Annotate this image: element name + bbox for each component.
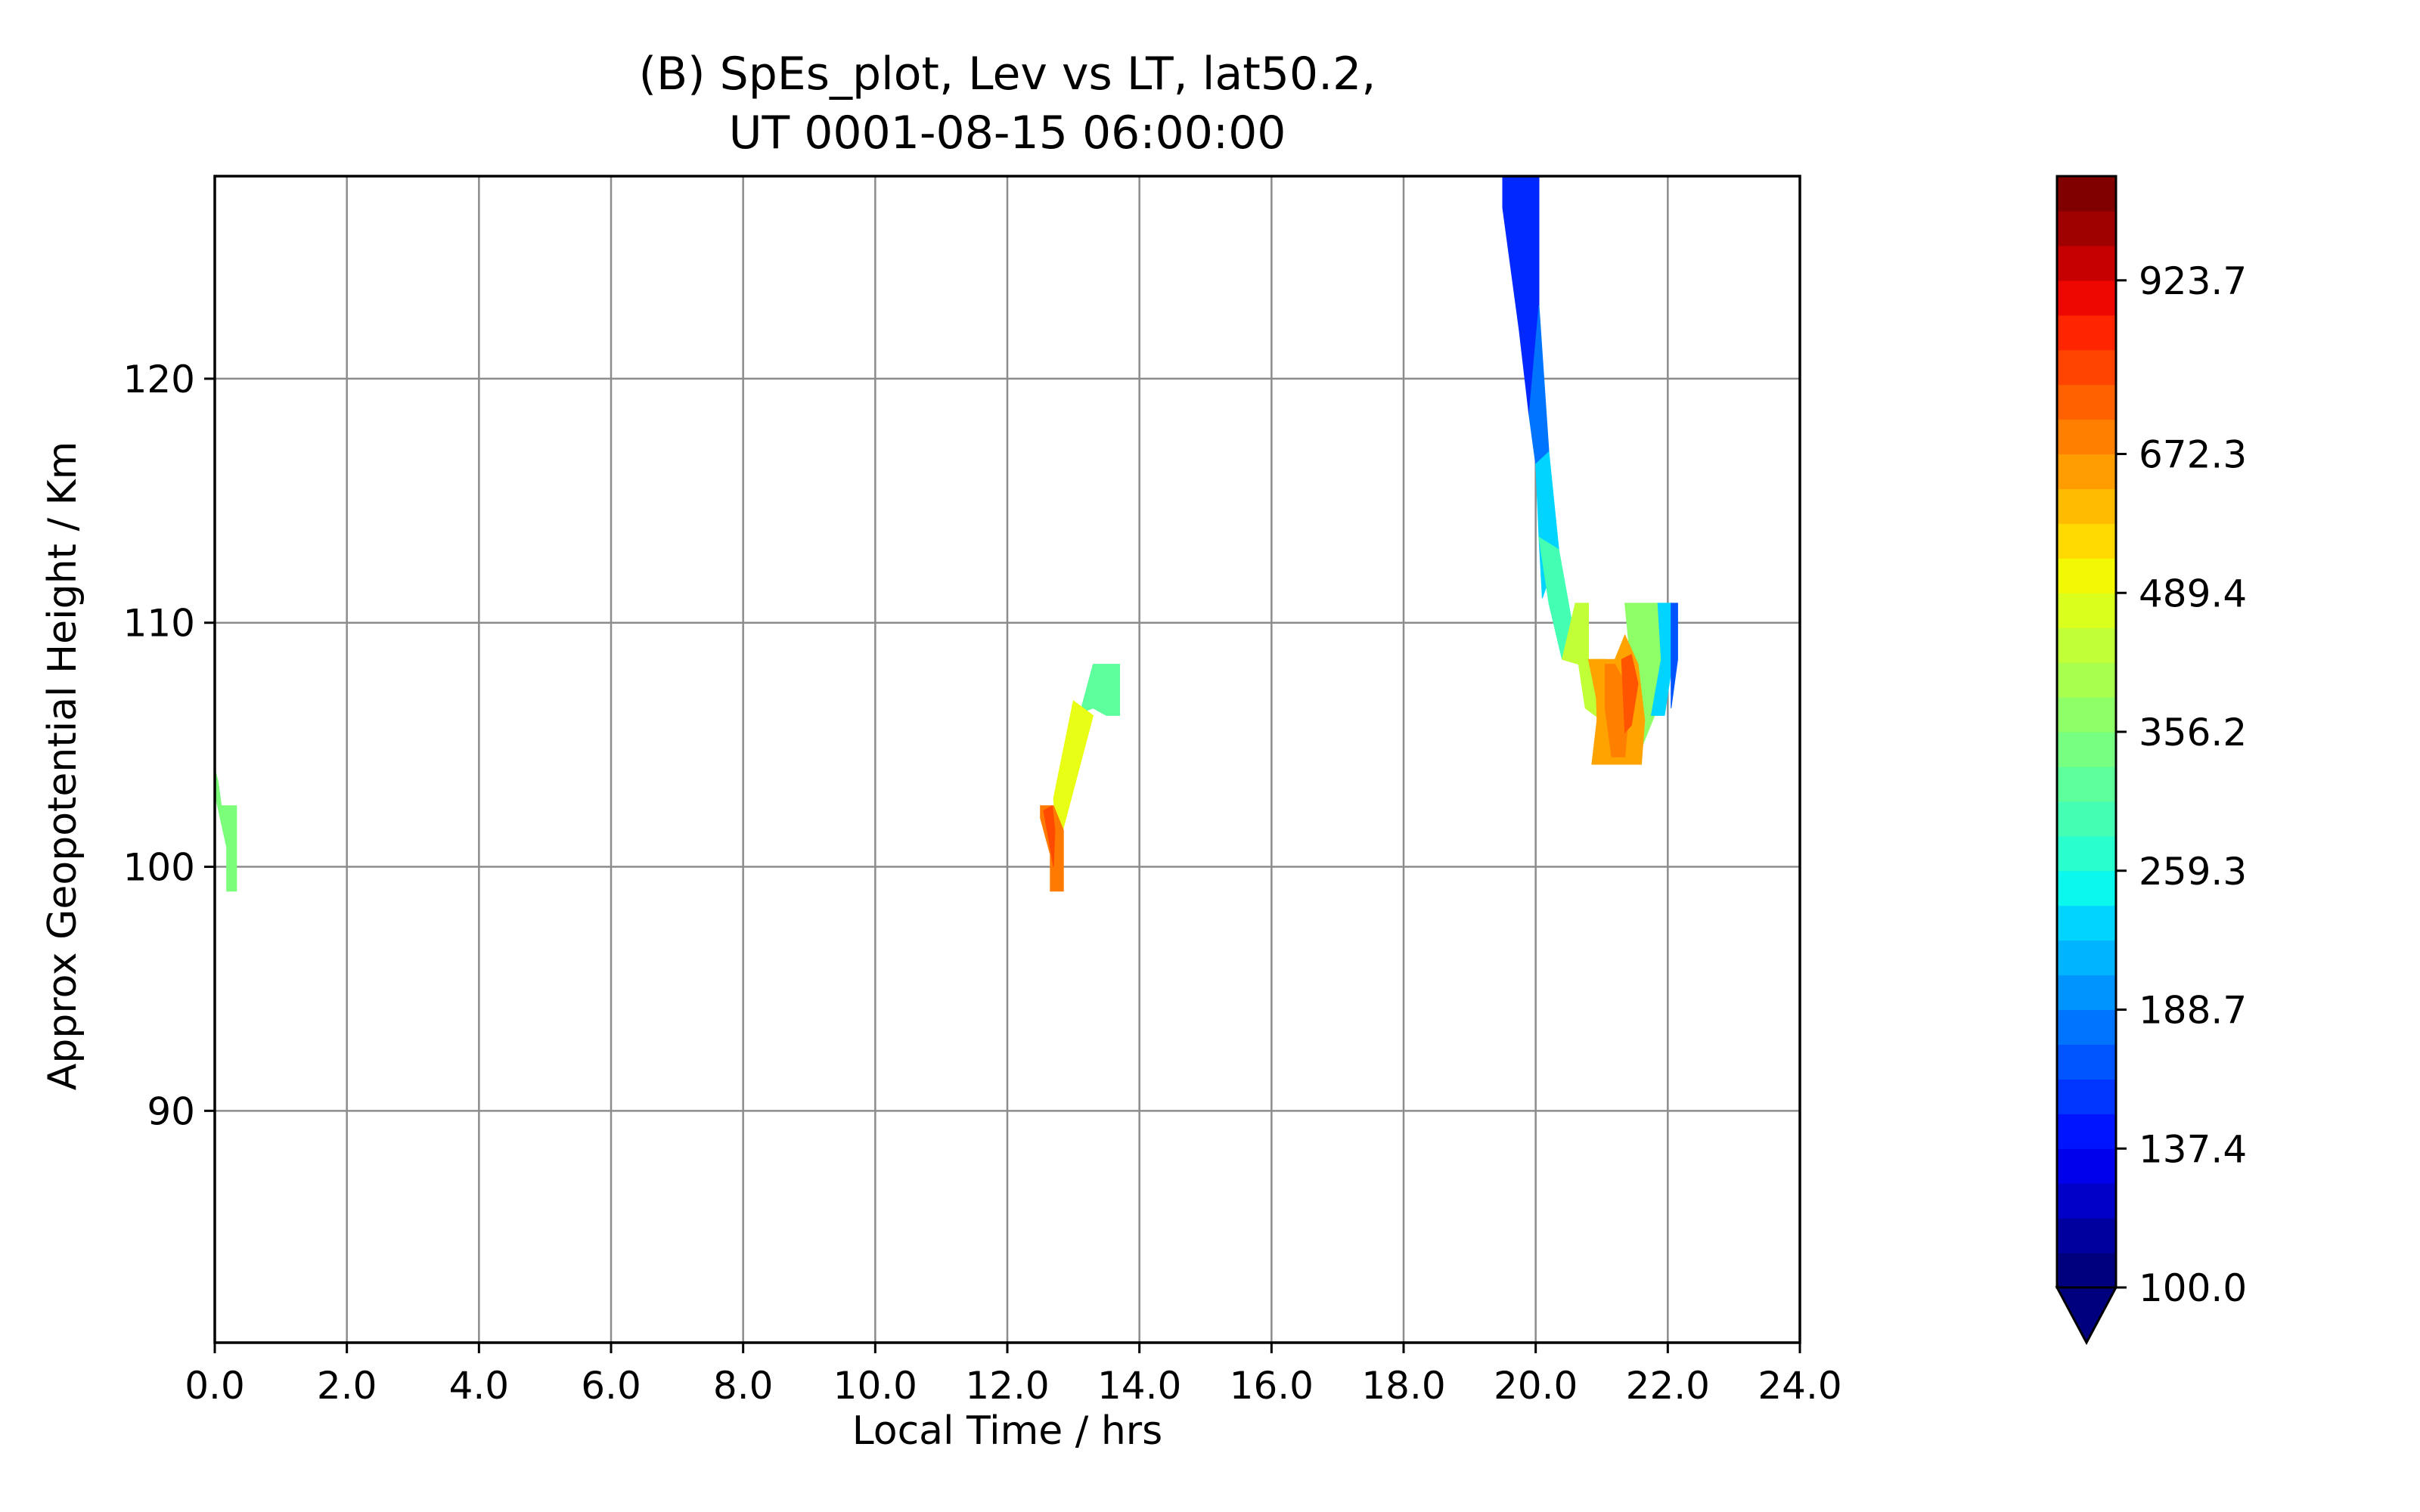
x-tick-label: 4.0 bbox=[449, 1364, 510, 1408]
colorbar-segment bbox=[2057, 280, 2116, 316]
y-axis-label: Approx Geopotential Height / Km bbox=[40, 442, 85, 1091]
y-tick-label: 110 bbox=[123, 602, 195, 646]
x-tick-label: 2.0 bbox=[317, 1364, 377, 1408]
colorbar-tick-label: 188.7 bbox=[2139, 989, 2247, 1033]
colorbar-extend-arrow bbox=[2055, 1286, 2118, 1346]
x-tick-label: 14.0 bbox=[1097, 1364, 1181, 1408]
x-tick-label: 20.0 bbox=[1494, 1364, 1578, 1408]
chart-title-line2: UT 0001-08-15 06:00:00 bbox=[729, 107, 1286, 160]
colorbar-tick-label: 489.4 bbox=[2139, 572, 2247, 615]
contour-patch-lt0 bbox=[215, 769, 237, 892]
x-tick-label: 12.0 bbox=[965, 1364, 1049, 1408]
x-tick-label: 22.0 bbox=[1626, 1364, 1710, 1408]
colorbar-segment bbox=[2057, 488, 2116, 524]
plot-area: 0.0 2.0 4.0 6.0 8.0 10.0 12.0 14.0 16.0 18.0 20.0 2… bbox=[123, 175, 1842, 1408]
colorbar-tick-label: 137.4 bbox=[2139, 1127, 2247, 1171]
colorbar-segment bbox=[2057, 210, 2116, 246]
colorbar-segment bbox=[2057, 314, 2116, 351]
colorbar-segment bbox=[2057, 1183, 2116, 1219]
y-tick-label: 90 bbox=[147, 1089, 195, 1133]
colorbar-segment bbox=[2057, 940, 2116, 976]
contour-patch-lt13-red bbox=[1043, 804, 1056, 867]
colorbar-segment bbox=[2057, 974, 2116, 1011]
x-tick-label: 10.0 bbox=[833, 1364, 917, 1408]
x-tick-label: 0.0 bbox=[185, 1364, 245, 1408]
colorbar-segment bbox=[2057, 1009, 2116, 1046]
colorbar-segment bbox=[2057, 1079, 2116, 1114]
colorbar-segment bbox=[2057, 1148, 2116, 1184]
colorbar-segment bbox=[2057, 697, 2116, 733]
colorbar-segment bbox=[2057, 419, 2116, 455]
colorbar-segment bbox=[2057, 1114, 2116, 1149]
colorbar-segment bbox=[2057, 176, 2116, 212]
colorbar-segment bbox=[2057, 1253, 2116, 1288]
colorbar: 100.0 137.4 188.7 259.3 356.2 489.4 672.3 923.7 bbox=[2055, 175, 2247, 1346]
colorbar-segment bbox=[2057, 349, 2116, 386]
y-tick-label: 120 bbox=[123, 358, 195, 401]
colorbar-segment bbox=[2057, 523, 2116, 559]
colorbar-segment bbox=[2057, 454, 2116, 490]
colorbar-segment bbox=[2057, 835, 2116, 872]
colorbar-tick-label: 259.3 bbox=[2139, 850, 2247, 894]
colorbar-segment bbox=[2057, 905, 2116, 941]
x-tick-label: 18.0 bbox=[1361, 1364, 1445, 1408]
colorbar-segment bbox=[2057, 558, 2116, 593]
colorbar-segment bbox=[2057, 801, 2116, 837]
colorbar-segment bbox=[2057, 1218, 2116, 1253]
colorbar-segment bbox=[2057, 766, 2116, 802]
colorbar-segment bbox=[2057, 1044, 2116, 1080]
colorbar-segment bbox=[2057, 732, 2116, 767]
contour-patch-lt22-blue bbox=[1671, 603, 1678, 708]
colorbar-segment bbox=[2057, 662, 2116, 698]
x-tick-label: 24.0 bbox=[1758, 1364, 1841, 1408]
colorbar-segment bbox=[2057, 245, 2116, 281]
colorbar-segment bbox=[2057, 384, 2116, 420]
contour-patch-lt21-red bbox=[1621, 653, 1639, 734]
colorbar-segment bbox=[2057, 870, 2116, 906]
colorbar-tick-label: 356.2 bbox=[2139, 711, 2247, 754]
x-axis-label: Local Time / hrs bbox=[852, 1408, 1163, 1454]
y-tick-label: 100 bbox=[123, 846, 195, 890]
x-tick-label: 6.0 bbox=[581, 1364, 641, 1408]
contour-patch-lt21-darkorange bbox=[1604, 664, 1629, 758]
colorbar-tick-label: 923.7 bbox=[2139, 259, 2247, 303]
contour-patch-lt13-green bbox=[1079, 664, 1120, 716]
colorbar-tick-label: 672.3 bbox=[2139, 433, 2247, 477]
x-tick-label: 8.0 bbox=[713, 1364, 774, 1408]
chart-title-line1: (B) SpEs_plot, Lev vs LT, lat50.2, bbox=[639, 48, 1376, 101]
colorbar-segment bbox=[2057, 593, 2116, 628]
colorbar-tick-label: 100.0 bbox=[2139, 1266, 2247, 1310]
colorbar-segment bbox=[2057, 627, 2116, 663]
x-tick-label: 16.0 bbox=[1230, 1364, 1314, 1408]
